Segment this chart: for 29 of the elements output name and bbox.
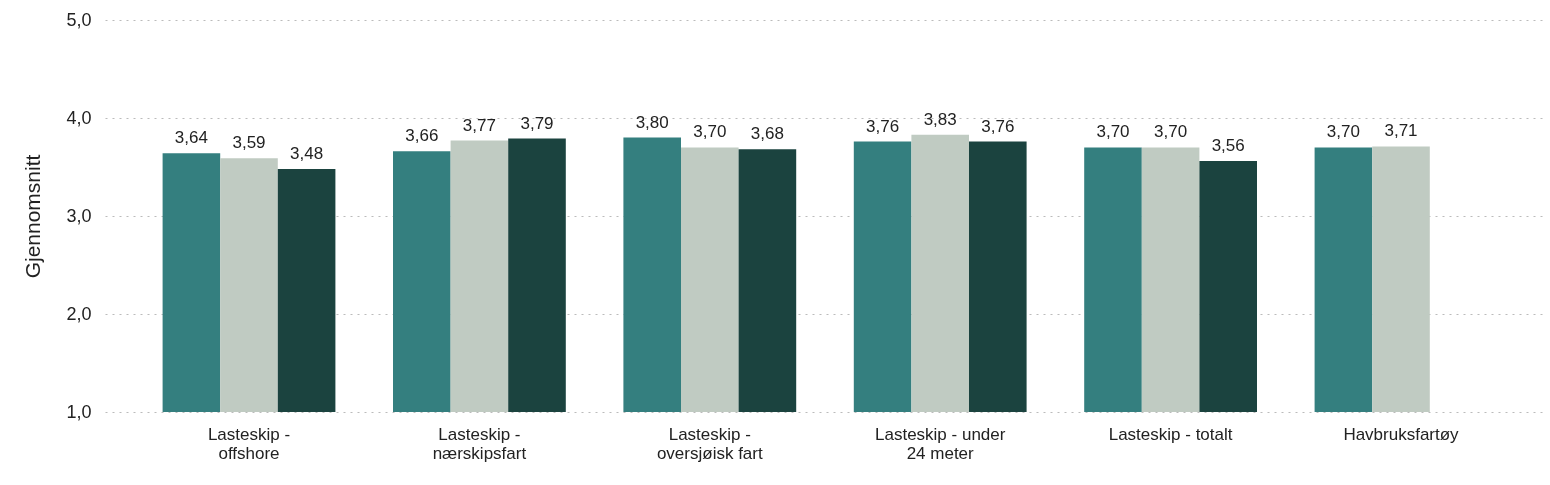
y-tick-label: 2,0 (66, 303, 92, 324)
x-tick-label: Lasteskip - offshore (207, 424, 291, 463)
data-label: 3,70 (1096, 122, 1130, 142)
y-tick-label: 3,0 (66, 205, 92, 226)
x-tick-label: Havbruksfartøy (1343, 424, 1460, 444)
data-label: 3,70 (1326, 122, 1360, 142)
data-label: 3,77 (462, 115, 496, 135)
data-label: 3,71 (1384, 121, 1418, 141)
x-tick-label: Lasteskip - oversjøisk fart (656, 424, 763, 463)
data-label: 3,56 (1211, 136, 1245, 156)
data-label: 3,59 (232, 133, 266, 153)
data-label: 3,76 (981, 116, 1015, 136)
data-label: 3,70 (693, 122, 727, 142)
x-tick-label: Lasteskip - totalt (1108, 424, 1233, 444)
data-label: 3,70 (1154, 122, 1188, 142)
data-label: 3,66 (405, 126, 439, 146)
y-axis-title: Gjennomsnitt (21, 154, 45, 279)
data-label: 3,80 (635, 112, 669, 132)
data-label: 3,68 (750, 124, 784, 144)
x-tick-label: Lasteskip - under 24 meter (875, 424, 1006, 463)
data-label: 3,79 (520, 113, 554, 133)
data-label: 3,64 (174, 128, 208, 148)
y-tick-label: 4,0 (66, 107, 92, 128)
y-tick-label: 5,0 (66, 9, 92, 30)
data-label: 3,48 (290, 143, 324, 163)
y-tick-label: 1,0 (66, 401, 92, 422)
data-label: 3,83 (923, 109, 957, 129)
data-label: 3,76 (866, 116, 900, 136)
x-tick-label: Lasteskip - nærskipsfart (432, 424, 527, 463)
